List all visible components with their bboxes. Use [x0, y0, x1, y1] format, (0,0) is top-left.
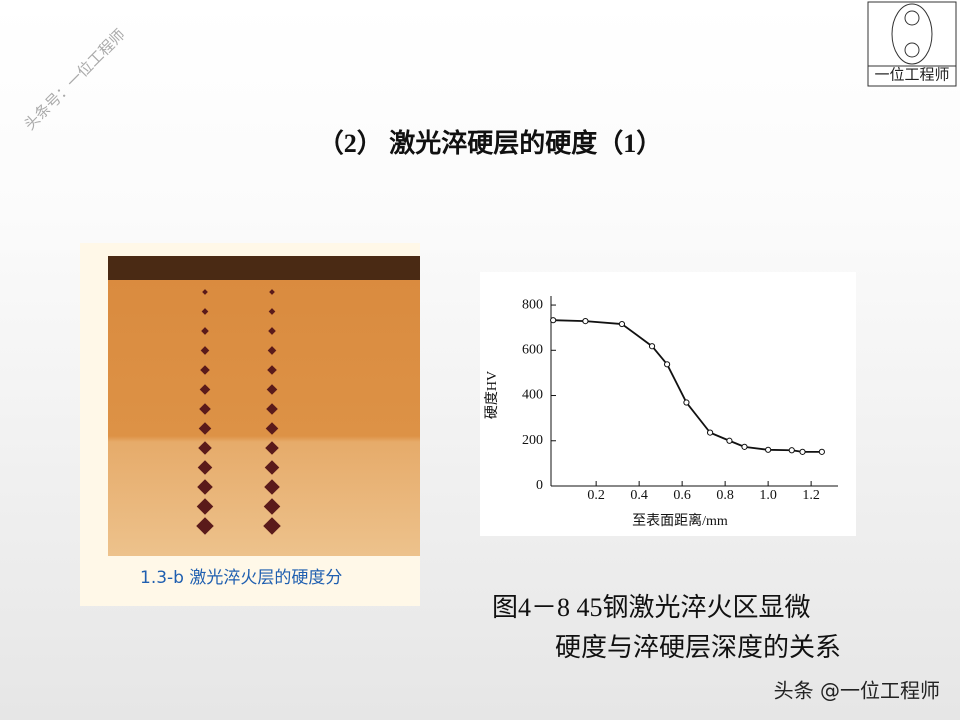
indent	[265, 422, 279, 435]
data-point	[799, 448, 806, 455]
data-point	[788, 447, 795, 454]
photo-surface	[108, 256, 420, 280]
indent	[198, 441, 212, 455]
x-tick-label: 1.2	[802, 488, 820, 503]
y-tick-label: 600	[522, 343, 543, 358]
indent	[202, 289, 208, 295]
footer: 头条 @一位工程师	[774, 679, 940, 703]
figure-caption: 硬度与淬硬层深度的关系	[555, 633, 841, 662]
y-tick-label: 400	[522, 388, 543, 403]
y-axis-label: 硬度HV	[484, 371, 500, 419]
indent	[263, 517, 281, 535]
logo-oval	[891, 3, 933, 65]
data-point	[706, 429, 714, 436]
data-point	[726, 437, 733, 444]
y-tick-label: 800	[522, 297, 543, 312]
indent	[263, 498, 281, 515]
y-tick-label: 200	[522, 433, 543, 448]
data-point	[550, 317, 557, 324]
logo-box	[867, 1, 957, 87]
logo-circle	[904, 42, 920, 58]
x-tick-label: 0.6	[673, 488, 691, 503]
data-point	[765, 446, 772, 453]
indent	[268, 327, 276, 335]
photo: 1.3-b 激光淬火层的硬度分	[80, 243, 420, 606]
indent	[266, 403, 278, 415]
x-tick-label: 0.8	[716, 488, 734, 503]
x-tick-label: 0.2	[587, 488, 605, 503]
indent	[265, 441, 279, 455]
indent	[201, 308, 209, 315]
x-axis-label: 至表面距离/mm	[632, 512, 728, 529]
indent	[267, 346, 277, 355]
indent	[269, 289, 275, 295]
logo-circle	[904, 10, 920, 26]
indent	[197, 479, 213, 495]
chart-box	[480, 272, 856, 536]
logo: 一位工程师	[867, 1, 957, 87]
data-point	[818, 448, 825, 455]
data-point	[663, 361, 671, 368]
y-tick-label: 0	[536, 478, 543, 493]
data-point	[741, 443, 748, 450]
photo-caption: 1.3-b 激光淬火层的硬度分	[140, 568, 342, 588]
data-point	[648, 343, 656, 350]
figure-caption: 图4－8 45钢激光淬火区显微	[492, 593, 811, 622]
slide-title: （2） 激光淬硬层的硬度（1）	[318, 128, 663, 158]
data-point	[683, 399, 690, 406]
photo-image	[108, 256, 420, 556]
indent	[200, 365, 210, 375]
data-point	[618, 320, 626, 328]
indent	[199, 384, 211, 395]
x-tick-label: 0.4	[630, 488, 648, 503]
data-point	[582, 318, 589, 325]
indent	[201, 327, 209, 335]
indent	[264, 460, 280, 475]
indent	[268, 308, 276, 315]
logo-text: 一位工程师	[874, 66, 949, 83]
chart: 硬度HV 至表面距离/mm 0 200 400 600 800 0.2 0.4 0.6 0.8 1…	[480, 272, 856, 536]
x-tick-label: 1.0	[759, 488, 777, 503]
indent	[266, 384, 278, 395]
